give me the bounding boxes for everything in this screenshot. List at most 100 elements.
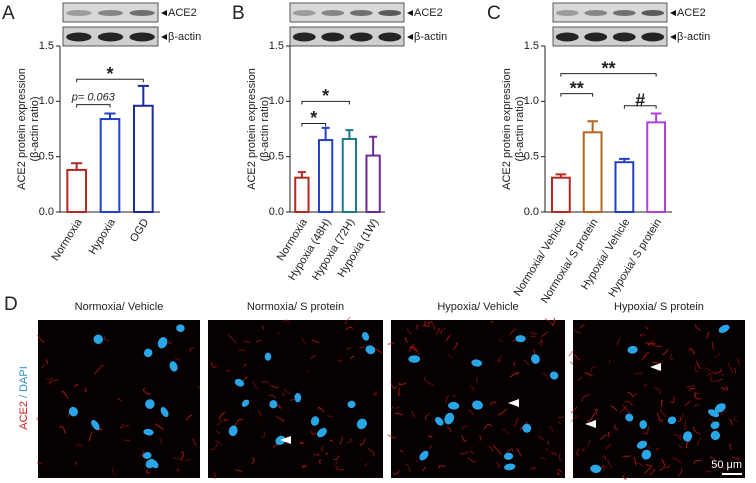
panel-label: A [2,3,15,24]
nucleus [515,335,526,343]
ace2-stain [261,325,265,330]
blot-band [97,10,124,16]
blot-band [129,32,155,42]
blot-band [641,10,665,16]
ace2-stain [478,435,482,442]
blot-band [612,32,636,42]
ace2-stain [704,366,712,372]
ace2-stain [633,372,643,375]
bar [341,137,358,214]
nucleus [294,392,302,403]
ace2-stain [672,457,683,464]
ace2-stain [548,426,553,433]
significance-bracket [623,105,657,109]
ace2-stain [655,447,660,450]
ace2-stain [174,357,182,361]
ace2-stain [346,346,352,350]
ace2-stain [685,384,695,389]
significance-bracket [76,104,111,108]
blot-label: β-actin [414,31,447,43]
arrowhead [650,363,661,371]
ace2-stain [550,452,558,456]
ace2-stain [404,463,411,473]
error-bar [104,112,116,120]
ace2-stain [311,338,320,344]
ace2-stain [587,412,596,423]
stain-label: ACE2 / DAPI [18,366,30,430]
nucleus [176,324,185,332]
ace2-stain [60,390,69,399]
ace2-stain [210,361,218,368]
nucleus [356,418,367,430]
blot-arrow [161,10,167,16]
significance-label: ** [570,78,584,98]
ace2-stain [529,331,537,335]
ace2-stain [143,387,151,396]
ace2-stain [684,400,692,407]
ace2-stain [698,397,702,400]
error-bar [650,112,662,123]
ace2-stain [440,327,446,335]
ace2-stain [706,331,710,339]
ace2-stain [154,423,164,431]
ace2-stain [346,438,353,444]
bar [550,176,571,213]
error-bar [555,173,567,178]
arrowhead [508,399,519,407]
nucleus [347,400,356,409]
ace2-stain [608,359,611,364]
ace2-stain [670,396,675,404]
blot-band [378,10,402,16]
ace2-stain [670,353,674,360]
ace2-stain [421,324,431,328]
nucleus [310,416,320,426]
nucleus [549,371,559,380]
ace2-stain [695,360,701,370]
ace2-stain [45,359,49,365]
nucleus [143,428,154,436]
ace2-stain [547,440,550,445]
ace2-stain [663,464,671,469]
y-tick-label: 0.0 [524,206,539,218]
ace2-stain [712,368,722,374]
blot-band [349,32,373,42]
ace2-stain [496,461,501,468]
ace2-stain [349,355,354,360]
ace2-stain [483,423,492,430]
panel-label: D [4,294,18,315]
ace2-stain [605,443,612,450]
ace2-stain [601,465,608,473]
ace2-stain [339,436,344,445]
nucleus [408,355,421,363]
y-tick-label: 1.0 [269,95,284,107]
ace2-stain [75,461,79,465]
ace2-stain [310,355,316,359]
nucleus [157,337,168,349]
nucleus [503,452,514,460]
ace2-stain [711,341,715,350]
ace2-stain [468,409,475,416]
y-tick-label: 0.5 [524,151,539,163]
ace2-stain [697,437,702,446]
arrowhead [280,436,291,444]
ace2-stain [557,472,561,476]
blot-label: ACE2 [168,7,197,19]
nucleus [710,430,721,441]
ace2-stain [557,469,562,473]
ace2-stain [539,337,543,346]
ace2-stain [722,466,726,470]
y-tick-label: 1.5 [524,40,539,52]
ace2-stain [398,382,407,386]
ace2-stain [498,408,508,416]
image-title: Normoxia/ Vehicle [75,301,164,313]
ace2-stain [540,331,549,338]
ace2-stain [319,459,322,465]
ace2-stain [168,340,173,345]
ace2-stain [573,353,581,361]
ace2-stain [374,347,383,355]
y-axis-label: ACE2 protein expression [16,68,28,190]
error-bar [345,129,354,139]
nucleus [522,423,532,433]
ace2-stain [406,328,412,335]
ace2-stain [644,466,652,474]
